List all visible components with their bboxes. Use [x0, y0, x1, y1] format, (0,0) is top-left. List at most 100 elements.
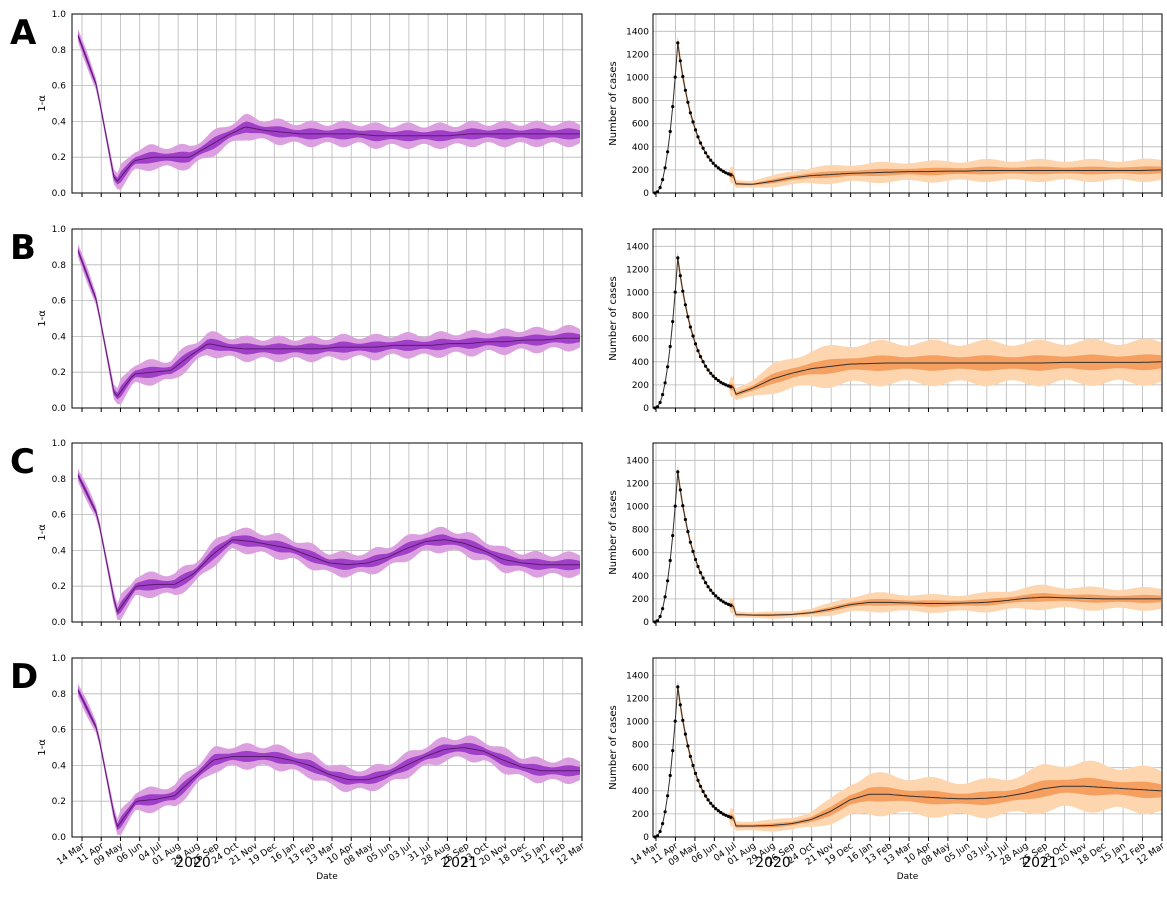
- year-label: 2021: [1022, 855, 1058, 871]
- year-label: 2020: [755, 855, 791, 871]
- observed-point: [704, 364, 708, 368]
- observed-point: [663, 595, 667, 599]
- observed-point: [716, 809, 720, 813]
- observed-point: [671, 105, 675, 109]
- y-tick-label: 0.6: [52, 82, 67, 92]
- alpha-inner-band: [78, 32, 580, 185]
- y-tick-label: 0.0: [52, 404, 67, 414]
- y-tick-label: 0.2: [52, 368, 66, 378]
- observed-point: [658, 400, 662, 405]
- observed-point: [724, 601, 728, 605]
- y-tick-label: 1.0: [52, 439, 67, 449]
- observed-point: [714, 376, 718, 381]
- observed-point: [706, 585, 710, 589]
- panel-row-b: B 0.0 0.2 0.4 0.6 0.8 1.0 1-α 0 200 400 600 800 1000 1…: [10, 225, 1163, 414]
- panel-letter: A: [10, 13, 37, 53]
- panel-row-c: C 0.0 0.2 0.4 0.6 0.8 1.0 1-α 0 200 400 600 800 1000 1…: [10, 439, 1163, 628]
- observed-point: [681, 504, 685, 508]
- observed-point: [681, 74, 685, 79]
- panel-letter: D: [10, 657, 38, 697]
- observed-point: [714, 594, 718, 598]
- cases-y-axis-label: Number of cases: [608, 490, 619, 574]
- cases-median-line: [654, 471, 1161, 623]
- observed-point: [671, 534, 675, 538]
- y-tick-label: 1000: [626, 503, 649, 513]
- alpha-axes-frame: [71, 13, 583, 194]
- y-tick-label: 1.0: [52, 225, 67, 235]
- alpha-plot: 0.0 0.2 0.4 0.6 0.8 1.0 1-α: [37, 10, 583, 199]
- y-tick-label: 0.2: [52, 153, 66, 163]
- y-tick-label: 200: [632, 595, 649, 605]
- observed-point: [661, 178, 665, 182]
- y-tick-label: 1400: [626, 27, 649, 37]
- y-tick-label: 600: [632, 764, 649, 774]
- observed-point: [701, 146, 705, 150]
- observed-point: [721, 812, 725, 816]
- observed-point: [709, 371, 713, 375]
- observed-point: [711, 591, 715, 595]
- observed-point: [696, 135, 700, 139]
- observed-point: [658, 614, 662, 619]
- observed-point: [671, 749, 675, 753]
- observed-point: [701, 360, 705, 364]
- y-tick-label: 800: [632, 526, 649, 536]
- observed-point: [686, 315, 690, 319]
- observed-point: [666, 150, 670, 154]
- observed-point: [701, 789, 705, 794]
- observed-point: [719, 810, 723, 815]
- observed-point: [688, 325, 693, 329]
- observed-point: [658, 185, 662, 190]
- y-tick-label: 1200: [626, 694, 649, 704]
- observed-point: [704, 794, 708, 798]
- observed-point: [704, 151, 708, 155]
- observed-point: [666, 579, 670, 583]
- observed-point: [673, 75, 677, 79]
- observed-point: [719, 168, 723, 172]
- observed-point: [666, 794, 670, 798]
- observed-point: [676, 685, 680, 689]
- observed-point: [706, 368, 710, 372]
- observed-point: [709, 158, 713, 162]
- observed-point: [668, 773, 672, 778]
- panel-row-a: A 0.0 0.2 0.4 0.6 0.8 1.0 1-α 0 200 400 600 800 1000 1…: [10, 10, 1163, 199]
- observed-point: [671, 320, 675, 324]
- alpha-y-axis-label: 1-α: [37, 310, 48, 327]
- y-tick-label: 0: [643, 833, 649, 843]
- observed-point: [673, 290, 677, 294]
- observed-point: [691, 120, 695, 124]
- y-tick-label: 600: [632, 120, 649, 130]
- y-tick-label: 0.6: [52, 726, 67, 736]
- observed-point: [686, 100, 690, 104]
- observed-point: [721, 169, 725, 173]
- y-tick-label: 1000: [626, 289, 649, 299]
- alpha-median-line: [77, 250, 580, 397]
- x-axis-label: Date: [316, 872, 338, 882]
- observed-point: [729, 385, 733, 389]
- y-tick-label: 1000: [626, 74, 649, 84]
- y-tick-label: 0.8: [52, 475, 67, 485]
- observed-point: [729, 815, 733, 819]
- cases-median-line: [654, 686, 1162, 838]
- cases-axes-frame: [652, 442, 1163, 623]
- observed-point: [698, 141, 703, 145]
- y-tick-label: 0: [643, 618, 649, 628]
- observed-point: [661, 822, 665, 826]
- observed-point: [724, 813, 728, 817]
- observed-point: [688, 754, 693, 759]
- y-tick-label: 800: [632, 741, 649, 751]
- observed-point: [726, 814, 731, 819]
- observed-point: [716, 378, 720, 383]
- observed-point: [714, 807, 718, 811]
- cases-y-axis-label: Number of cases: [608, 276, 619, 360]
- observed-point: [691, 334, 695, 338]
- y-tick-label: 600: [632, 549, 649, 559]
- y-tick-label: 0.4: [52, 546, 67, 556]
- alpha-y-axis-label: 1-α: [37, 95, 48, 112]
- alpha-y-axis-label: 1-α: [37, 739, 48, 756]
- y-tick-label: 400: [632, 572, 649, 582]
- alpha-y-axis-label: 1-α: [37, 524, 48, 541]
- y-tick-label: 800: [632, 97, 649, 107]
- cases-median-line: [654, 257, 1162, 409]
- cases-inner-band: [655, 680, 1161, 837]
